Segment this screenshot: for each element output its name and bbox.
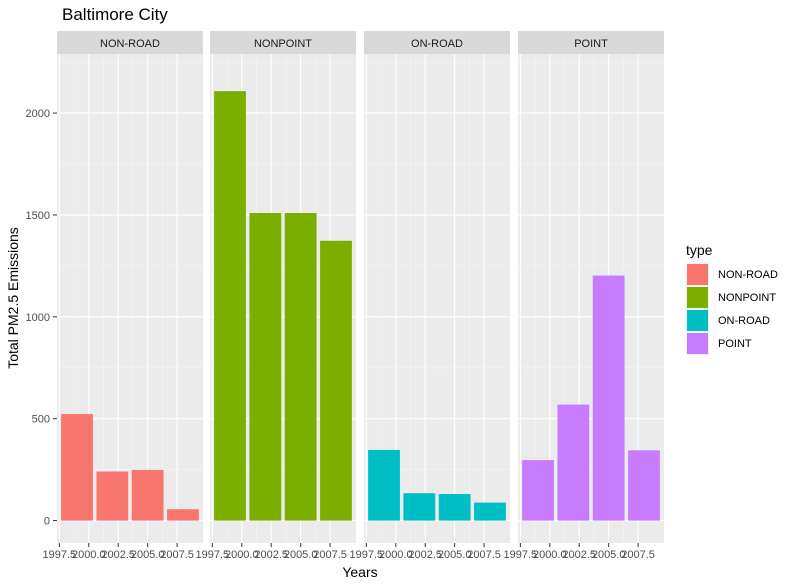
bar-on-road-2005 — [438, 494, 471, 521]
x-axis-title: Years — [342, 564, 377, 580]
facet-strip-label: NONPOINT — [254, 38, 312, 50]
bar-nonpoint-2008 — [320, 240, 352, 521]
x-tick-label: 2007.5 — [621, 549, 655, 561]
x-tick-label: 2000.0 — [72, 549, 106, 561]
legend-title: type — [686, 242, 713, 258]
x-tick-label: 2002.5 — [101, 549, 135, 561]
x-tick-label: 1997.5 — [350, 549, 384, 561]
facet-strip — [210, 31, 356, 54]
x-tick-label: 2005.0 — [438, 549, 472, 561]
legend-swatch — [687, 310, 708, 331]
legend: type NON-ROAD NONPOINT ON-ROAD POINT — [686, 242, 778, 355]
bar-point-2002 — [557, 404, 590, 521]
legend-item-on-road: ON-ROAD — [686, 309, 770, 332]
legend-swatch — [687, 333, 708, 354]
x-tick-label: 2002.5 — [254, 549, 288, 561]
x-tick-label: 2002.5 — [562, 549, 596, 561]
bar-non-road-2008 — [167, 509, 199, 521]
y-tick-label: 0 — [44, 516, 50, 528]
x-tick-label: 2007.5 — [313, 549, 347, 561]
legend-label: POINT — [718, 338, 752, 350]
bar-non-road-2002 — [96, 471, 129, 521]
x-tick-label: 2000.0 — [533, 549, 567, 561]
bar-point-2005 — [592, 275, 625, 521]
y-tick-label: 1000 — [26, 312, 50, 324]
x-tick-label: 1997.5 — [43, 549, 77, 561]
legend-label: NONPOINT — [718, 292, 776, 304]
facet-strip-label: POINT — [574, 38, 608, 50]
legend-item-nonpoint: NONPOINT — [686, 286, 776, 309]
legend-swatch — [687, 264, 708, 285]
x-tick-label: 2005.0 — [592, 549, 626, 561]
legend-swatch — [687, 287, 708, 308]
legend-item-point: POINT — [686, 332, 752, 355]
facet-strip-label: NON-ROAD — [100, 38, 160, 50]
legend-label: NON-ROAD — [718, 269, 778, 281]
bar-on-road-2008 — [474, 502, 506, 521]
y-tick-label: 500 — [32, 414, 50, 426]
legend-item-non-road: NON-ROAD — [686, 263, 778, 286]
facet-strip — [57, 31, 203, 54]
x-tick-label: 2000.0 — [379, 549, 413, 561]
facet-panels: NON-ROAD1997.52000.02002.52005.02007.5NO… — [43, 31, 664, 561]
bar-nonpoint-2002 — [249, 213, 282, 521]
x-tick-label: 2007.5 — [160, 549, 194, 561]
facet-strip — [364, 31, 510, 54]
bar-on-road-1999 — [368, 449, 400, 521]
bar-nonpoint-2005 — [284, 213, 317, 521]
bar-point-2008 — [628, 450, 660, 521]
facet-strip-label: ON-ROAD — [411, 38, 463, 50]
x-tick-label: 2002.5 — [408, 549, 442, 561]
x-tick-label: 2007.5 — [467, 549, 501, 561]
bar-nonpoint-1999 — [214, 91, 246, 521]
y-axis: 0 500 1000 1500 2000 — [26, 108, 57, 528]
bar-point-1999 — [522, 460, 554, 521]
bar-non-road-1999 — [61, 414, 93, 521]
y-tick-label: 2000 — [26, 108, 50, 120]
legend-label: ON-ROAD — [718, 315, 770, 327]
facet-strip — [518, 31, 664, 54]
bar-on-road-2002 — [403, 493, 436, 521]
x-tick-label: 1997.5 — [504, 549, 538, 561]
chart-title: Baltimore City — [62, 5, 168, 24]
y-tick-label: 1500 — [26, 210, 50, 222]
x-tick-label: 2005.0 — [131, 549, 165, 561]
x-tick-label: 1997.5 — [196, 549, 230, 561]
x-tick-label: 2005.0 — [284, 549, 318, 561]
x-tick-label: 2000.0 — [225, 549, 259, 561]
bar-non-road-2005 — [131, 469, 164, 521]
y-axis-title: Total PM2.5 Emissions — [5, 227, 21, 369]
